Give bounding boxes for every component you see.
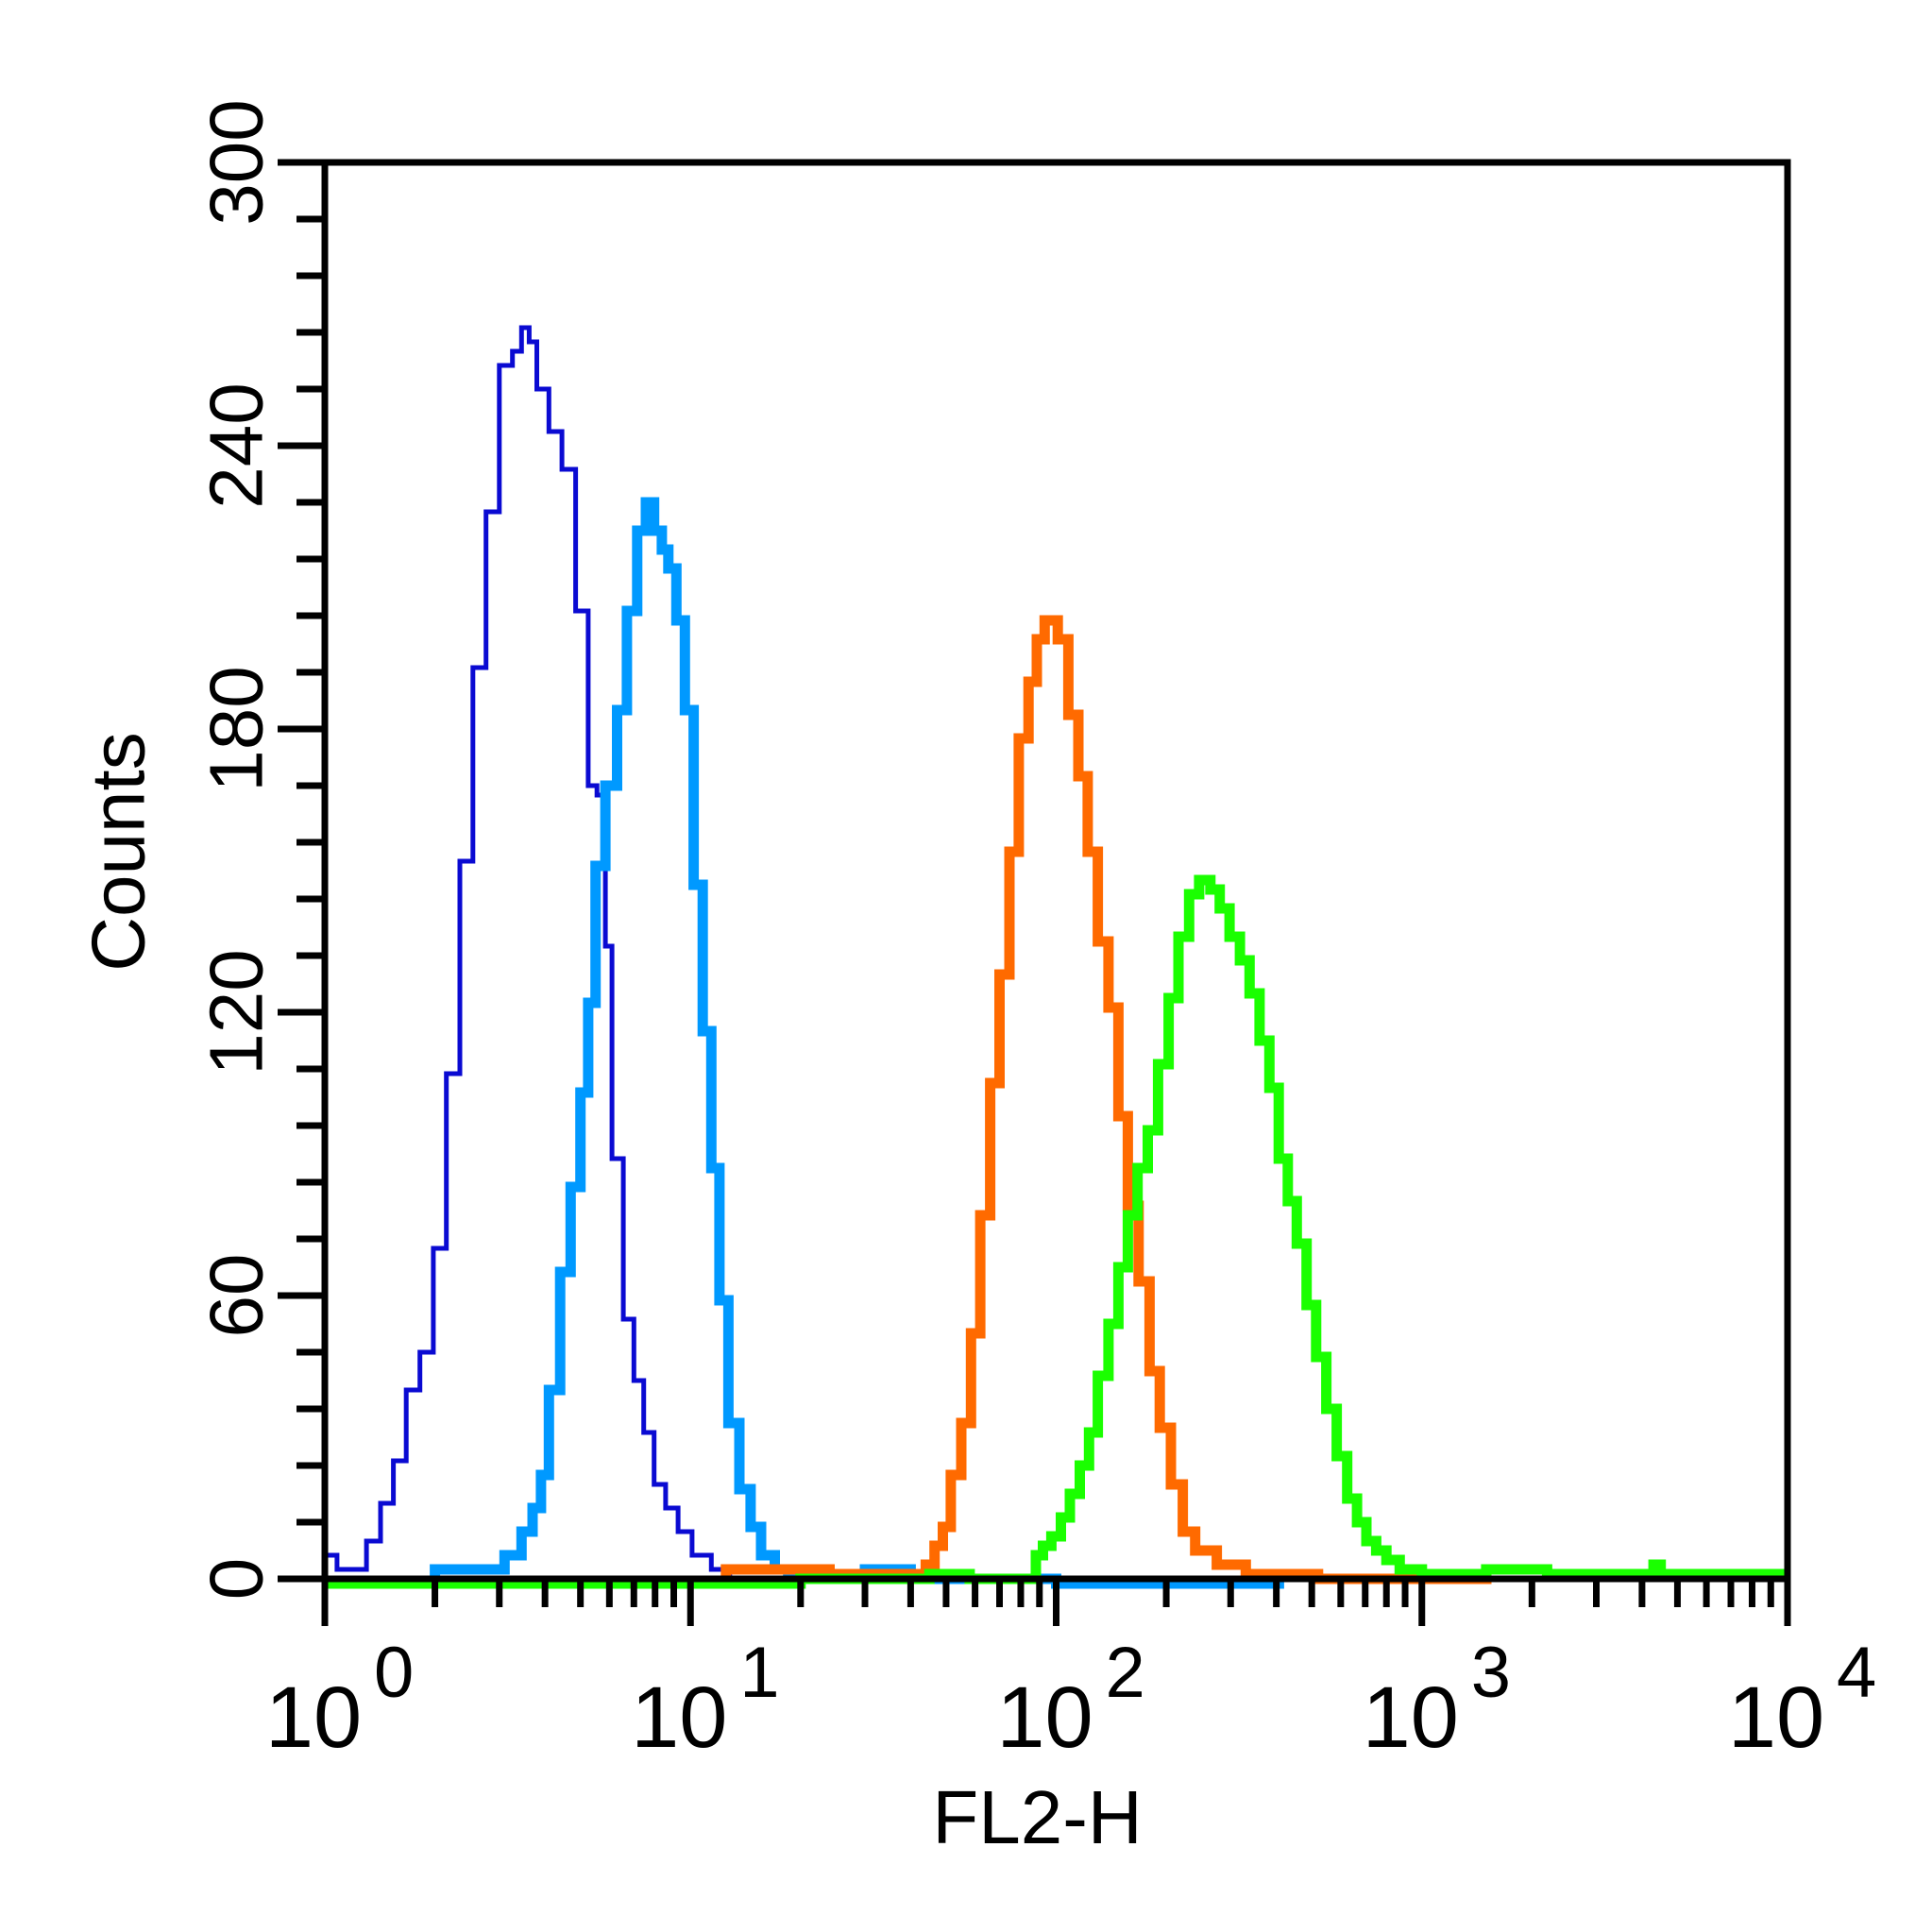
x-tick-label: 10	[1728, 1669, 1824, 1766]
x-tick-label-exponent: 0	[374, 1633, 414, 1713]
y-tick-label: 300	[195, 99, 279, 225]
y-tick-label: 240	[195, 382, 279, 508]
histogram-series-1	[322, 325, 744, 1582]
x-tick-label: 10	[631, 1669, 727, 1766]
y-axis-title: Counts	[76, 732, 161, 971]
x-tick-label: 10	[265, 1669, 362, 1766]
y-tick-label: 120	[195, 949, 279, 1075]
histogram-series-2	[430, 497, 1284, 1589]
y-tick-label: 180	[195, 666, 279, 791]
x-tick-label-exponent: 4	[1837, 1633, 1876, 1713]
histogram-series-3	[720, 615, 1492, 1585]
x-tick-label: 10	[1363, 1669, 1459, 1766]
x-tick-label-exponent: 3	[1471, 1633, 1511, 1713]
histogram-series-group	[322, 325, 1788, 1589]
histogram-series-4	[325, 874, 1788, 1589]
x-tick-label-exponent: 1	[739, 1633, 779, 1713]
x-tick-label: 10	[996, 1669, 1093, 1766]
x-tick-label-exponent: 2	[1106, 1633, 1145, 1713]
y-tick-label: 60	[195, 1254, 279, 1338]
x-axis-title: FL2-H	[932, 1775, 1142, 1859]
y-tick-label: 0	[195, 1558, 279, 1601]
axis-ticks-group	[278, 159, 1791, 1626]
